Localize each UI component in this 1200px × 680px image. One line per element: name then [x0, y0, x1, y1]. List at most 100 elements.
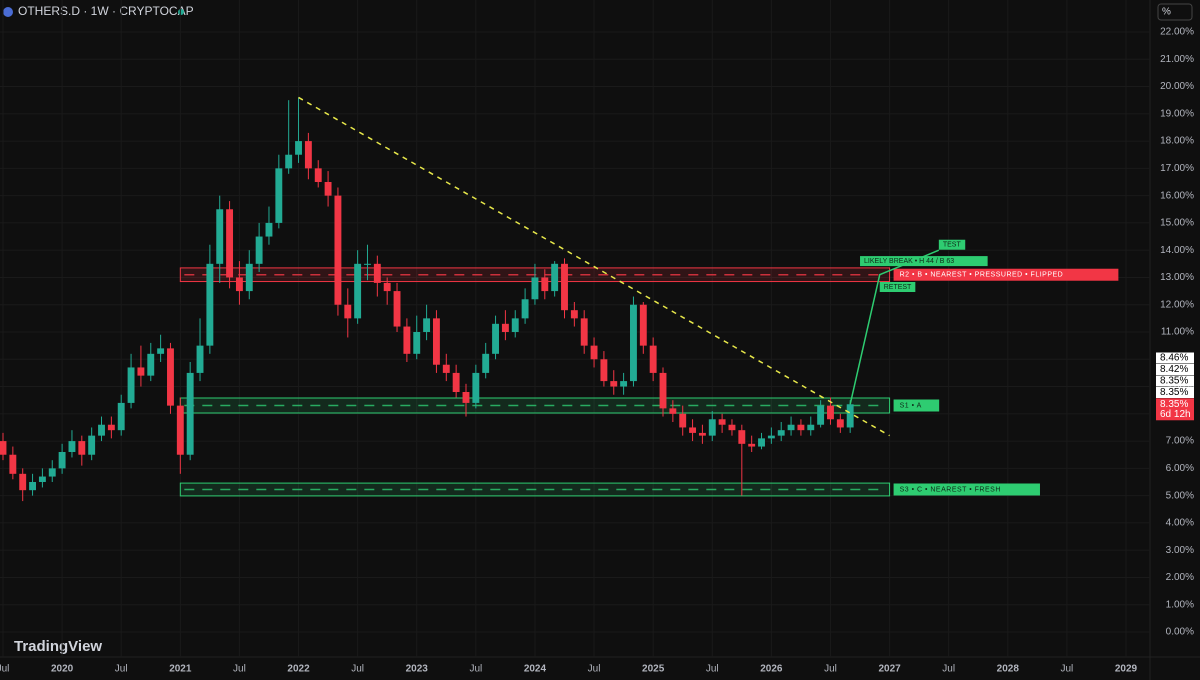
y-tick-label: 16.00% [1160, 190, 1194, 201]
x-tick-label: 2023 [406, 664, 429, 675]
price-label-box [1156, 387, 1194, 398]
candle-body [492, 323, 499, 354]
candle [275, 154, 283, 229]
candle-body [58, 452, 66, 469]
candle-body [176, 405, 184, 455]
y-tick-label: 1.00% [1166, 599, 1194, 610]
candle [423, 304, 431, 341]
candle-body [452, 372, 460, 392]
candle-body [531, 277, 539, 300]
projection-label-box [879, 282, 916, 292]
candle [767, 427, 775, 444]
candle [669, 400, 677, 422]
y-tick-label: 13.00% [1160, 272, 1194, 283]
x-tick-label: Jul [706, 664, 719, 675]
x-tick-label: Jul [0, 664, 9, 675]
candle [186, 362, 194, 461]
candle [570, 302, 578, 327]
candle [245, 250, 253, 300]
candle [561, 258, 568, 319]
candle [659, 367, 667, 417]
candle [817, 400, 825, 428]
x-tick-label: 2029 [1115, 664, 1138, 675]
candle [708, 411, 716, 442]
candle-body [354, 263, 362, 319]
candle-body [383, 282, 391, 292]
price-label-box [1156, 364, 1194, 375]
candle [167, 342, 174, 414]
candle-body [639, 304, 647, 346]
zone-label-box [893, 483, 1040, 496]
candle [216, 195, 224, 283]
x-tick-label: Jul [942, 664, 955, 675]
candle-body [689, 427, 697, 433]
candle-body [630, 304, 637, 382]
y-tick-label: 18.00% [1160, 136, 1194, 147]
candle-body [265, 222, 273, 237]
candle [344, 288, 352, 338]
candle-body [255, 236, 263, 264]
candle [107, 416, 115, 439]
candle [442, 353, 450, 382]
candle [590, 337, 598, 368]
candle [324, 171, 332, 207]
candle [797, 419, 805, 436]
candle-body [127, 367, 135, 403]
candle-body [797, 424, 805, 431]
candle [413, 315, 421, 360]
y-tick-label: 3.00% [1166, 545, 1194, 556]
candle [846, 400, 854, 433]
candle-body [708, 419, 716, 436]
candle [462, 383, 470, 417]
candle-body [817, 405, 825, 425]
candle [285, 100, 293, 174]
x-tick-label: 2021 [169, 664, 192, 675]
candle [836, 413, 844, 433]
candle [176, 397, 184, 474]
candle-body [373, 263, 381, 283]
candle [304, 132, 312, 180]
candle-body [167, 348, 174, 406]
y-tick-label: 20.00% [1160, 81, 1194, 92]
y-tick-label: 0.00% [1166, 627, 1194, 638]
price-label: 8.35% [1160, 387, 1188, 398]
y-tick-label: 12.00% [1160, 299, 1194, 310]
candle-body [472, 372, 480, 403]
candle [403, 318, 411, 362]
candle-body [590, 345, 598, 360]
candle-body [718, 419, 726, 425]
candle-body [275, 168, 283, 223]
price-label-box [1156, 352, 1194, 364]
scale-button-label[interactable]: % [1162, 7, 1171, 18]
y-tick-label: 2.00% [1166, 572, 1194, 583]
candle-body [19, 473, 27, 491]
symbol-icon [3, 7, 13, 17]
candle [255, 222, 263, 272]
candle [373, 255, 381, 297]
zone-label: R2 • B • NEAREST • PRESSURED • FLIPPED [900, 272, 1064, 279]
candle [58, 443, 66, 474]
candle-body [107, 424, 115, 431]
candle [48, 460, 56, 482]
x-tick-label: Jul [351, 664, 364, 675]
candle-body [610, 381, 618, 387]
scale-button[interactable] [1157, 3, 1193, 21]
candle [639, 302, 647, 354]
candle [117, 394, 125, 436]
candle [127, 353, 135, 409]
candle-body [295, 141, 302, 155]
candle [19, 468, 27, 502]
last-price-box [1156, 398, 1194, 421]
y-tick-label: 9.00% [1166, 381, 1194, 392]
candle-body [423, 318, 431, 332]
x-tick-label: Jul [115, 664, 128, 675]
candle [600, 351, 608, 387]
candle [9, 446, 17, 480]
candle-body [48, 468, 56, 477]
candle [620, 372, 628, 395]
candle-body [117, 402, 125, 431]
projection-label-box [860, 256, 988, 267]
brand-logo: TradingView [14, 638, 102, 655]
candle-body [846, 404, 854, 428]
candle [679, 405, 687, 436]
